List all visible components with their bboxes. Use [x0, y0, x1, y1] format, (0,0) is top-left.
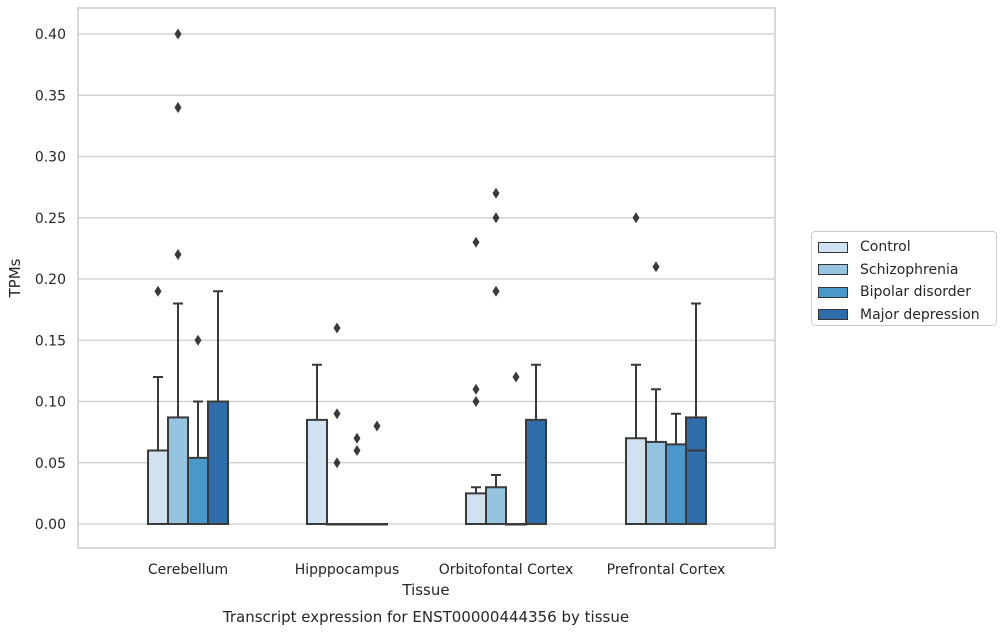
outlier-point	[512, 371, 520, 383]
x-axis-label: Tissue	[401, 581, 449, 599]
legend-item: Schizophrenia	[818, 259, 990, 282]
outlier-point	[652, 261, 660, 273]
y-ticks: 0.00 0.05 0.10 0.15 0.20 0.25 0.30 0.35 0.40	[35, 27, 66, 533]
legend-item: Bipolar disorder	[818, 281, 990, 304]
x-tick-label: Orbitofontal Cortex	[439, 562, 574, 578]
legend-swatch	[818, 264, 848, 276]
outlier-point	[492, 187, 500, 199]
outlier-point	[353, 432, 361, 444]
x-tick-label: Cerebellum	[148, 562, 228, 578]
x-ticks: Cerebellum Hipppocampus Orbitofontal Corte…	[148, 562, 725, 578]
legend-label: Control	[860, 239, 911, 256]
bar	[505, 523, 527, 526]
bar	[187, 456, 209, 526]
outlier-point	[373, 420, 381, 432]
y-tick-label: 0.20	[35, 272, 66, 288]
y-tick-label: 0.40	[35, 27, 66, 43]
outlier-point	[333, 408, 341, 420]
x-tick-label: Hipppocampus	[295, 562, 400, 578]
outlier-point	[472, 236, 480, 248]
y-tick-label: 0.10	[35, 395, 66, 411]
bar	[465, 492, 487, 525]
outlier-point	[194, 334, 202, 346]
bar	[346, 523, 368, 526]
outlier-point	[174, 249, 182, 260]
outlier-point	[154, 285, 162, 297]
outlier-point	[353, 445, 361, 456]
bar	[306, 418, 328, 525]
chart-caption: Transcript expression for ENST0000044435…	[222, 608, 629, 626]
bar	[525, 418, 547, 525]
outlier-point	[472, 383, 480, 395]
y-tick-label: 0.05	[35, 456, 66, 472]
outlier-point	[333, 322, 341, 334]
outlier-point	[174, 102, 182, 113]
legend-swatch	[818, 309, 848, 321]
legend-item: Control	[818, 236, 990, 259]
bar	[326, 523, 348, 526]
bar	[645, 440, 667, 525]
bar	[625, 437, 647, 525]
bar	[366, 523, 388, 526]
bar	[147, 449, 169, 525]
y-tick-label: 0.25	[35, 211, 66, 227]
bar	[207, 400, 229, 525]
y-tick-label: 0.35	[35, 88, 66, 104]
legend-label: Bipolar disorder	[860, 284, 972, 301]
legend-label: Schizophrenia	[860, 261, 959, 278]
y-tick-label: 0.00	[35, 517, 66, 533]
y-tick-label: 0.30	[35, 150, 66, 166]
y-tick-label: 0.15	[35, 333, 66, 349]
x-tick-label: Prefrontal Cortex	[607, 562, 726, 578]
outlier-point	[492, 212, 500, 224]
outlier-point	[472, 396, 480, 407]
y-axis-label: TPMs	[6, 258, 24, 298]
outlier-point	[632, 212, 640, 224]
outlier-point	[492, 285, 500, 297]
bar	[167, 416, 189, 525]
bar	[485, 486, 507, 525]
legend-label: Major depression	[860, 306, 980, 323]
bars	[147, 28, 707, 526]
bar	[685, 416, 707, 525]
legend-swatch	[818, 286, 848, 298]
outlier-point	[333, 457, 341, 469]
legend-item: Major depression	[818, 304, 990, 327]
bar	[665, 443, 687, 525]
outlier-point	[174, 28, 182, 40]
legend-swatch	[818, 241, 848, 253]
legend: Control Schizophrenia Bipolar disorder Majo…	[811, 231, 997, 326]
